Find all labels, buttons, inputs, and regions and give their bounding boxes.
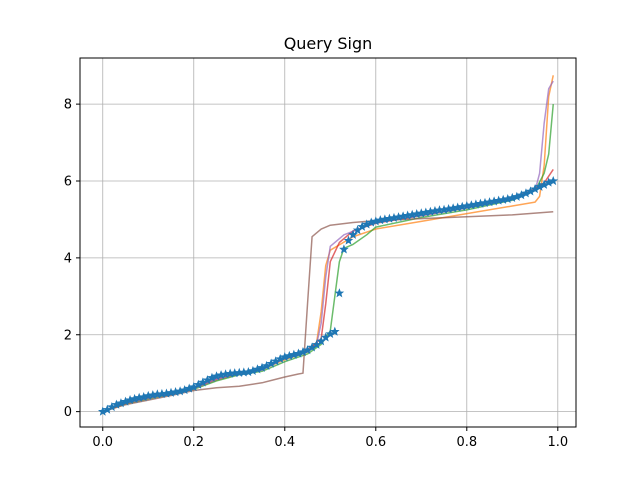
series-markers-5 xyxy=(97,175,559,416)
plot-frame xyxy=(79,57,577,428)
y-tick-label-3: 6 xyxy=(64,175,72,190)
star-marker-52 xyxy=(334,288,345,298)
y-tick-label-2: 4 xyxy=(64,251,72,266)
chart-title: Query Sign xyxy=(284,34,373,53)
y-tick-label-0: 0 xyxy=(64,405,72,420)
y-tick-label-1: 2 xyxy=(64,328,72,343)
series-layer xyxy=(97,75,559,416)
y-tick-label-4: 8 xyxy=(64,98,72,113)
star-marker-99 xyxy=(548,175,559,186)
axes: 0.0 0.2 0.4 0.6 0.8 1.0 0 2 4 6 8 xyxy=(64,57,577,450)
star-marker-54 xyxy=(343,235,354,245)
star-marker-53 xyxy=(339,244,349,254)
x-tick-label-3: 0.6 xyxy=(365,435,386,450)
series-line-1 xyxy=(102,104,554,413)
x-tick-label-0: 0.0 xyxy=(92,435,113,450)
x-tick-label-1: 0.2 xyxy=(183,435,204,450)
x-tick-label-2: 0.4 xyxy=(274,435,295,450)
x-tick-label-5: 1.0 xyxy=(547,435,568,450)
star-marker-55 xyxy=(348,229,358,239)
x-tick-label-4: 0.8 xyxy=(456,435,477,450)
star-marker-51 xyxy=(330,326,340,336)
